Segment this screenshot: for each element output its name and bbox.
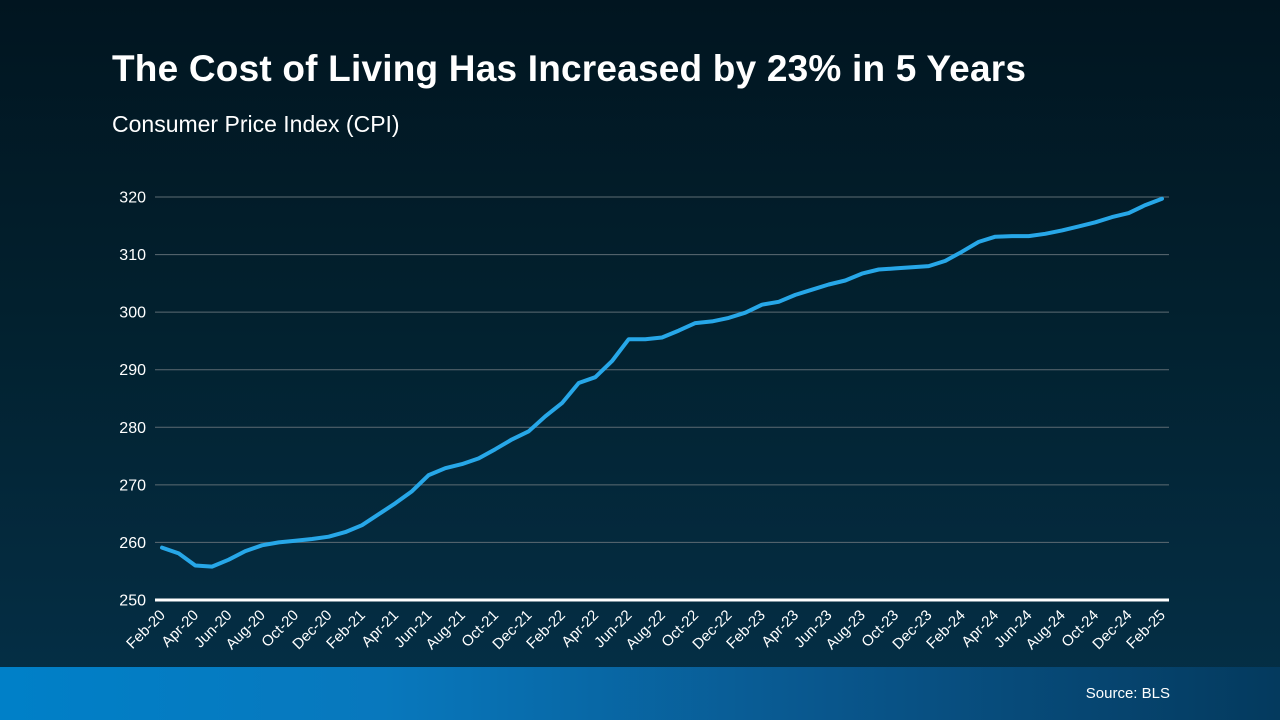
y-tick-label: 280: [119, 420, 146, 437]
y-tick-label: 320: [119, 190, 146, 207]
chart-subtitle: Consumer Price Index (CPI): [112, 111, 400, 137]
cpi-line-chart: 250260270280290300310320Feb-20Apr-20Jun-…: [119, 190, 1169, 653]
y-tick-label: 260: [119, 535, 146, 552]
y-tick-label: 310: [119, 247, 146, 264]
y-tick-label: 270: [119, 477, 146, 494]
chart-title: The Cost of Living Has Increased by 23% …: [112, 48, 1027, 89]
footer-bar: Source: BLS: [0, 667, 1280, 720]
x-tick-label: Feb-20: [123, 607, 169, 653]
y-tick-label: 290: [119, 362, 146, 379]
cpi-series-line: [160, 196, 1164, 569]
source-label: Source: BLS: [1085, 685, 1170, 702]
y-tick-label: 300: [119, 305, 146, 322]
y-tick-label: 250: [119, 593, 146, 610]
